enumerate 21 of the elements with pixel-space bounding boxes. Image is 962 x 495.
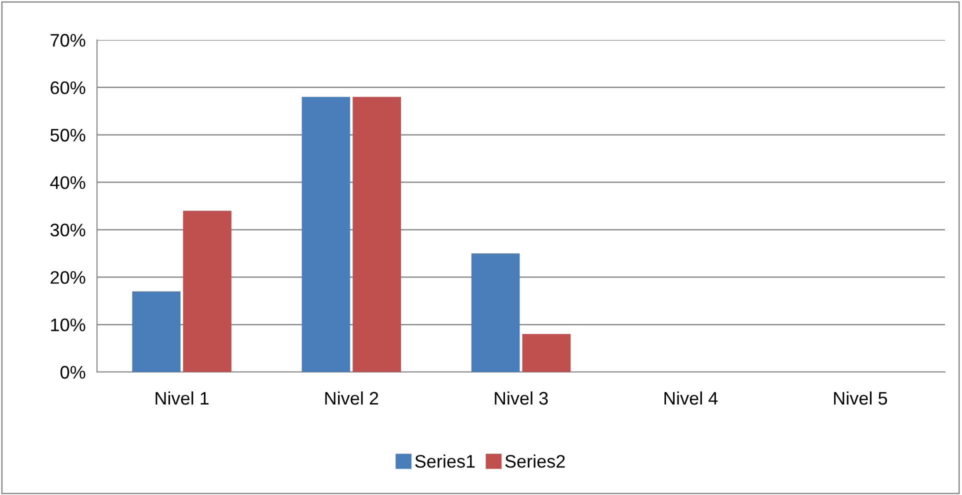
bar (522, 334, 571, 372)
bar (183, 210, 232, 372)
x-tick-label: Nivel 2 (325, 391, 378, 405)
y-tick-label: 10% (51, 318, 86, 332)
y-tick-label: 70% (50, 34, 86, 47)
y-tick-label: 20% (50, 271, 86, 284)
y-tick-label: 30% (50, 224, 86, 236)
legend-label: Series2 (505, 454, 565, 468)
bar (471, 253, 520, 372)
bar (302, 96, 350, 372)
bar (132, 291, 181, 372)
legend-label: Series1 (415, 454, 475, 468)
x-tick-label: Nivel 5 (834, 391, 888, 405)
y-tick-label: 40% (50, 176, 86, 190)
y-tick-label: 60% (50, 81, 86, 94)
y-tick-label: 50% (50, 128, 86, 142)
y-tick-label: 0% (60, 366, 86, 379)
bar (352, 96, 402, 372)
x-tick-label: Nivel 1 (156, 391, 209, 405)
x-tick-label: Nivel 3 (494, 391, 548, 405)
x-tick-label: Nivel 4 (664, 391, 718, 405)
